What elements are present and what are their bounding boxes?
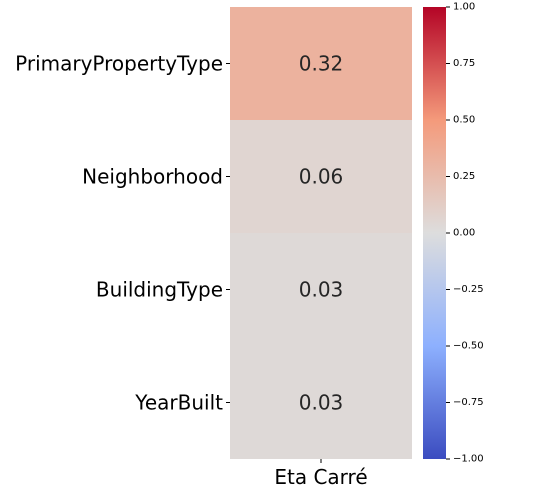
cell-value-label: 0.32: [299, 52, 344, 76]
colorbar-tick-label: 0.25: [453, 171, 475, 182]
colorbar-tick-label: −1.00: [453, 454, 484, 465]
colorbar-tick-label: 0.50: [453, 115, 475, 126]
column-labels: Eta Carré: [274, 459, 368, 489]
heatmap-cell: [230, 233, 412, 346]
row-label: PrimaryPropertyType: [15, 52, 223, 76]
colorbar: 1.00 0.75 0.50 0.25 0.00 −0.25 −0.50 −0.75 −1.00: [423, 2, 484, 465]
cell-value-label: 0.06: [299, 165, 344, 189]
heatmap-cell: [230, 346, 412, 459]
colorbar-gradient: [423, 7, 446, 459]
cell-value-label: 0.03: [299, 278, 344, 302]
row-label: Neighborhood: [82, 165, 223, 189]
row-label: BuildingType: [96, 278, 223, 302]
row-label: YearBuilt: [134, 391, 223, 415]
heatmap-cells: 0.32 0.06 0.03 0.03: [230, 7, 412, 459]
cell-value-label: 0.03: [299, 391, 344, 415]
colorbar-tick-label: −0.50: [453, 341, 484, 352]
colorbar-tick-label: −0.75: [453, 397, 484, 408]
colorbar-tick-label: −0.25: [453, 284, 484, 295]
colorbar-tick-label: 0.00: [453, 228, 475, 239]
column-label: Eta Carré: [274, 465, 367, 489]
heatmap-cell: [230, 120, 412, 233]
colorbar-tick-label: 1.00: [453, 2, 475, 13]
heatmap-cell: [230, 7, 412, 120]
row-labels: PrimaryPropertyType Neighborhood BuildingT…: [15, 52, 230, 415]
colorbar-tick-label: 0.75: [453, 58, 475, 69]
